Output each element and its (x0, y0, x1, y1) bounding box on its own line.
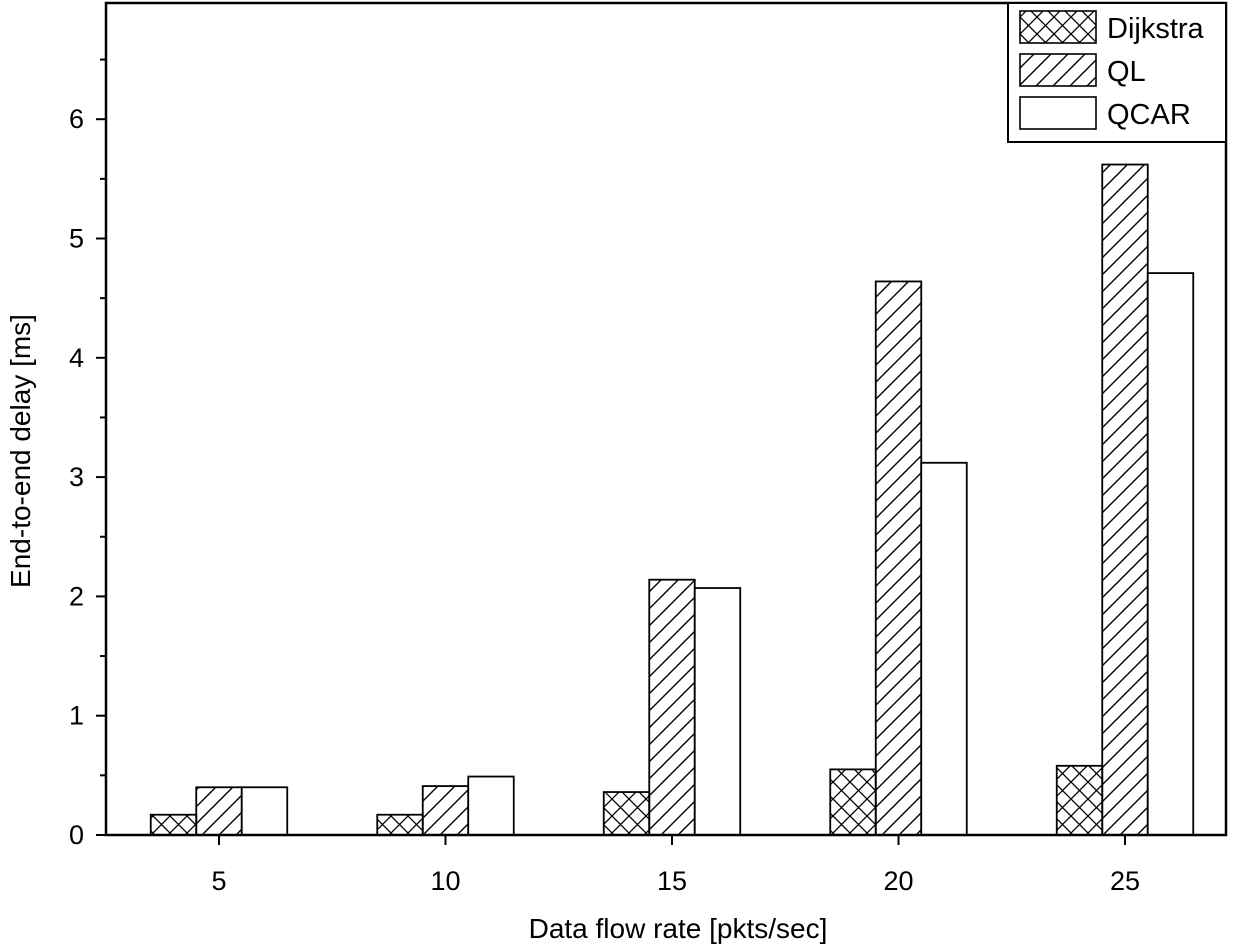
y-axis-title: End-to-end delay [ms] (5, 314, 36, 588)
bar-ql-5 (195, 786, 243, 836)
x-tick-label: 5 (211, 866, 226, 896)
bars-layer (149, 163, 1195, 836)
y-tick-label: 5 (69, 224, 84, 254)
legend-swatch-ql (1019, 53, 1097, 87)
bar-qcar-20 (920, 461, 968, 836)
bar-dijkstra-5 (149, 813, 198, 836)
x-tick-label: 20 (883, 866, 913, 896)
plot-frame (104, 1, 1228, 837)
bar-qcar-5 (240, 786, 289, 836)
bar-qcar-25 (1146, 272, 1195, 836)
y-tick-label: 2 (69, 581, 84, 611)
y-tick-label: 6 (69, 104, 84, 134)
x-tick-label: 10 (430, 866, 460, 896)
legend-label-ql: QL (1107, 56, 1146, 88)
bar-dijkstra-25 (1055, 764, 1104, 836)
legend-swatch-qcar (1019, 96, 1097, 130)
bar-dijkstra-20 (829, 768, 877, 836)
legend: Dijkstra QL QCAR (1007, 2, 1227, 143)
x-axis-title: Data flow rate [pkts/sec] (529, 913, 828, 944)
x-tick-label: 25 (1110, 866, 1140, 896)
legend-label-qcar: QCAR (1107, 99, 1191, 131)
y-tick-label: 0 (69, 820, 84, 850)
bar-qcar-10 (467, 775, 515, 836)
bar-ql-15 (648, 578, 696, 836)
y-tick-label: 4 (69, 343, 84, 373)
bar-ql-25 (1101, 163, 1149, 836)
bar-ql-20 (874, 280, 923, 836)
y-tick-label: 1 (69, 701, 84, 731)
bar-dijkstra-15 (602, 791, 651, 836)
axes-layer: 0 1 2 3 4 5 6 5 10 15 20 25 (69, 1, 1228, 896)
x-tick-label: 15 (657, 866, 687, 896)
bar-dijkstra-10 (376, 813, 424, 836)
y-tick-label: 3 (69, 462, 84, 492)
bar-qcar-15 (693, 587, 742, 836)
bar-ql-10 (421, 785, 470, 836)
legend-swatch-dijkstra (1019, 10, 1097, 44)
legend-label-dijkstra: Dijkstra (1107, 13, 1205, 45)
